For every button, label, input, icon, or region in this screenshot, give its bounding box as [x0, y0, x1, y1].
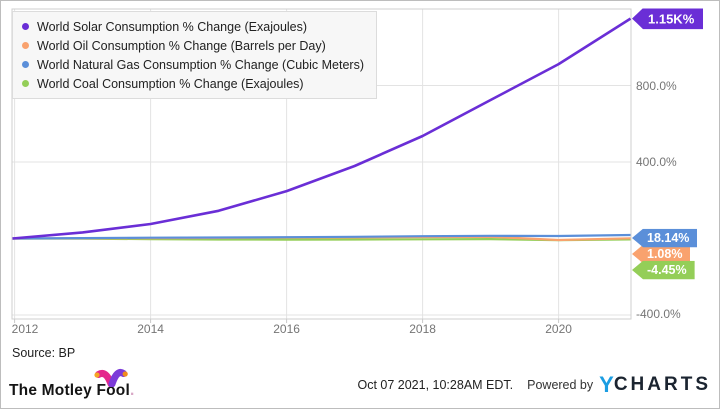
- legend-dot-icon: [22, 61, 29, 68]
- plot-border: [11, 8, 632, 320]
- legend-dot-icon: [22, 23, 29, 30]
- y-axis-tick-label: 800.0%: [636, 78, 677, 93]
- legend-item[interactable]: World Solar Consumption % Change (Exajou…: [22, 17, 364, 36]
- motley-fool-wordmark: The Motley Fool: [9, 382, 130, 399]
- series-value-badge: 1.15K%: [632, 8, 704, 30]
- series-value-badge: 18.14%: [632, 228, 698, 248]
- x-axis-tick-label: 2014: [137, 322, 164, 336]
- legend-item[interactable]: World Coal Consumption % Change (Exajoul…: [22, 74, 364, 93]
- plot-area: World Solar Consumption % Change (Exajou…: [1, 1, 719, 341]
- legend-item[interactable]: World Oil Consumption % Change (Barrels …: [22, 36, 364, 55]
- legend-label: World Oil Consumption % Change (Barrels …: [37, 38, 326, 53]
- source-label: Source: BP: [12, 346, 76, 360]
- motley-fool-logo[interactable]: The Motley Fool.: [9, 369, 135, 400]
- x-axis-tick-label: 2016: [273, 322, 300, 336]
- y-axis-tick-label: 400.0%: [636, 155, 677, 169]
- legend-label: World Coal Consumption % Change (Exajoul…: [37, 76, 304, 91]
- series-line: [12, 233, 631, 240]
- series-value-badge: -4.45%: [632, 260, 695, 280]
- legend: World Solar Consumption % Change (Exajou…: [12, 11, 377, 99]
- footer-right: Oct 07 2021, 10:28AM EDT. Powered by Y C…: [357, 372, 711, 398]
- legend-item[interactable]: World Natural Gas Consumption % Change (…: [22, 55, 364, 74]
- series-line: [12, 17, 632, 240]
- legend-label: World Solar Consumption % Change (Exajou…: [37, 19, 308, 34]
- legend-dot-icon: [22, 42, 29, 49]
- footer: The Motley Fool. Oct 07 2021, 10:28AM ED…: [1, 369, 719, 408]
- ycharts-logo[interactable]: Y CHARTS: [599, 372, 711, 398]
- legend-label: World Natural Gas Consumption % Change (…: [37, 57, 364, 72]
- x-axis-tick-label: 2018: [409, 322, 436, 336]
- motley-fool-period: .: [129, 382, 135, 399]
- timestamp: Oct 07 2021, 10:28AM EDT.: [357, 378, 514, 392]
- powered-by-label: Powered by: [527, 378, 594, 392]
- x-axis-tick-label: 2020: [545, 322, 572, 336]
- ycharts-wordmark: CHARTS: [613, 374, 711, 395]
- x-axis-tick-label: 2012: [11, 322, 39, 336]
- ycharts-y-mark: Y: [599, 372, 614, 397]
- legend-dot-icon: [22, 80, 29, 87]
- jester-hat-icon: [94, 369, 128, 387]
- y-axis-tick-label: -400.0%: [636, 307, 681, 321]
- series-value-badge: 1.08%: [632, 244, 691, 264]
